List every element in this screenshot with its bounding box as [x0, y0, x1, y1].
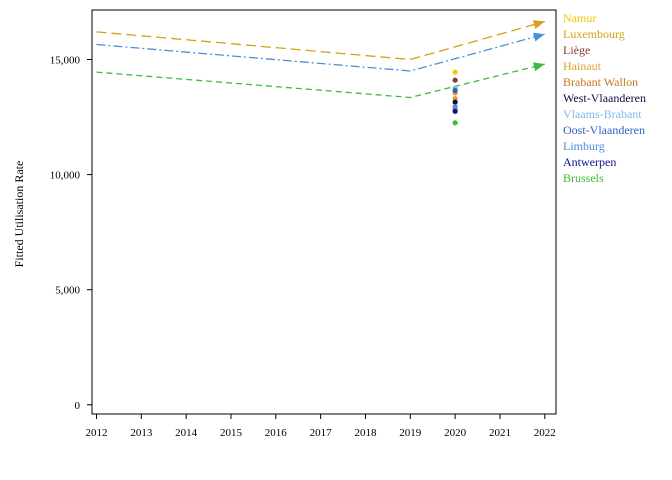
x-tick-label-2021: 2021: [489, 427, 511, 439]
x-axis: 2012 2013 2014 2015 2016 2017 2018 2019 2020 2021…: [85, 414, 556, 439]
legend-item-brussels: Brussels: [563, 171, 604, 185]
y-tick-label-10000: 10,000: [50, 170, 81, 182]
line-brussels: [96, 63, 545, 99]
point-antwerpen: [452, 108, 458, 114]
legend-item-vlaams-brabant: Vlaams-Brabant: [563, 107, 642, 121]
x-tick-label-2017: 2017: [310, 427, 333, 439]
x-tick-label-2022: 2022: [534, 427, 556, 439]
legend-item-brabant-wallon: Brabant Wallon: [563, 75, 638, 89]
line-limburg-arrowhead: [532, 32, 545, 42]
point-limburg: [452, 104, 458, 110]
x-tick-label-2015: 2015: [220, 427, 243, 439]
legend-item-luxembourg: Luxembourg: [563, 27, 625, 41]
y-tick-label-0: 0: [75, 400, 81, 412]
x-tick-label-2020: 2020: [444, 427, 467, 439]
point-liege: [452, 77, 458, 83]
series-points: [452, 69, 458, 126]
legend-item-limburg: Limburg: [563, 139, 605, 153]
line-luxembourg-arrowhead: [532, 20, 545, 29]
plot-frame: [91, 9, 557, 415]
point-namur: [452, 69, 458, 75]
line-brussels-arrowhead: [533, 62, 545, 72]
point-west-vlaanderen: [452, 99, 458, 105]
legend: Namur Luxembourg Liège Hainaut Brabant Wallo…: [563, 11, 646, 185]
point-brussels: [452, 120, 458, 126]
legend-item-liege: Liège: [563, 43, 590, 57]
legend-item-namur: Namur: [563, 11, 596, 25]
y-tick-label-15000: 15,000: [50, 54, 81, 66]
x-tick-label-2014: 2014: [175, 427, 198, 439]
line-limburg: [96, 33, 545, 72]
x-tick-label-2018: 2018: [354, 427, 377, 439]
x-tick-label-2012: 2012: [85, 427, 107, 439]
y-axis: 0 5,000 10,000 15,000: [50, 54, 92, 412]
legend-item-west-vlaanderen: West-Vlaanderen: [563, 91, 646, 105]
x-tick-label-2016: 2016: [265, 427, 288, 439]
y-tick-label-5000: 5,000: [55, 285, 80, 297]
point-oost-vlaanderen: [452, 87, 458, 94]
line-luxembourg: [96, 20, 545, 61]
legend-item-oost-vlaanderen: Oost-Vlaanderen: [563, 123, 645, 137]
x-tick-label-2019: 2019: [399, 427, 422, 439]
series-lines: [96, 20, 545, 99]
x-tick-label-2013: 2013: [130, 427, 153, 439]
legend-item-hainaut: Hainaut: [563, 59, 602, 73]
y-axis-title: Fitted Utilisation Rate: [12, 161, 26, 268]
legend-item-antwerpen: Antwerpen: [563, 155, 616, 169]
